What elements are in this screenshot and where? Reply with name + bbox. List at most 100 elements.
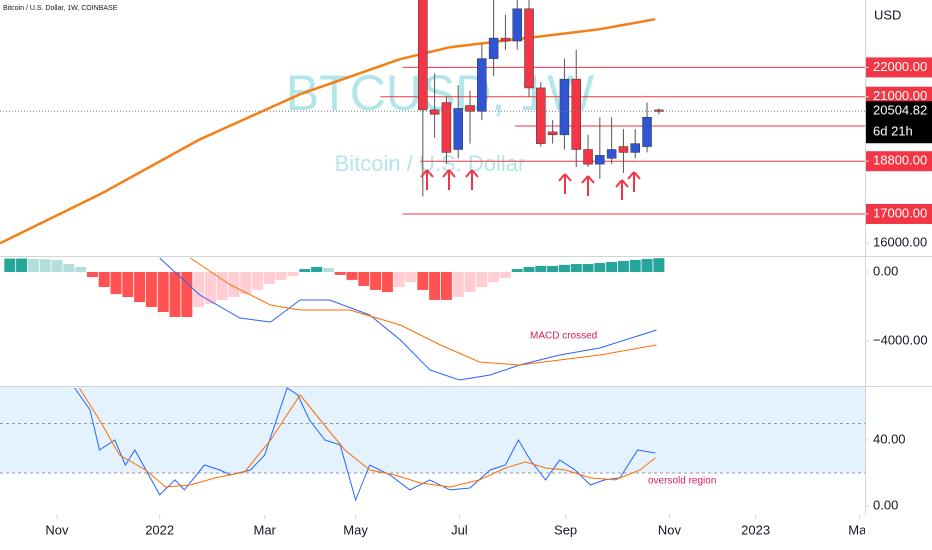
histogram-bar [299,269,311,272]
histogram-bar [275,271,287,280]
histogram-bar [582,264,594,272]
y-tick-label: 17000.00 [873,205,927,220]
level-label-bg [866,203,932,224]
x-tick-label: Sep [554,522,577,537]
y-tick-label: 0.00 [873,497,898,512]
x-tick-label: 2022 [145,522,174,537]
histogram-bar [181,271,193,318]
histogram-bar [4,258,16,272]
candle-body [465,105,475,112]
y-tick-label: −4000.00 [873,332,928,347]
histogram-bar [429,271,441,300]
arrow [615,179,629,200]
histogram-bar [523,266,535,272]
histogram-bar [405,271,417,282]
level-label-bg [866,151,932,172]
line-series [74,387,656,502]
y-tick-label: 16000.00 [873,235,927,250]
histogram-bar [417,271,429,290]
histogram-bar [488,271,500,282]
histogram-bar [452,271,464,298]
histogram-bar [228,271,240,298]
histogram-bar [51,259,63,272]
histogram-bar [287,271,299,276]
candle-body [453,108,463,150]
histogram-bar [110,271,122,295]
candle-body [547,131,558,136]
arrow [581,175,595,196]
histogram-bar [122,271,134,298]
annotation: MACD crossed [530,331,597,342]
macd-pane [4,257,665,381]
x-tick-label: Nov [658,522,682,537]
currency: USD [874,7,901,22]
histogram-bar [157,271,169,313]
histogram-bar [39,259,51,272]
histogram-bar [252,271,264,290]
x-tick-label: 2023 [741,522,770,537]
last-price-label: 20504.82 [873,103,927,118]
candle-body [618,146,629,153]
annotation: oversold region [648,476,716,487]
header: Bitcoin / U.S. Dollar, 1W, COINBASE [3,5,118,12]
countdown: 6d 21h [873,124,913,139]
arrow [465,169,479,190]
histogram-bar [16,258,28,272]
x-tick-label: May [343,522,368,537]
candle-body [418,0,428,111]
histogram-bar [393,271,405,287]
time-axis: Nov 2022 Mar May Jul Sep Nov 2023 Mar [45,515,865,537]
histogram-bar [617,260,629,272]
histogram-bar [134,271,146,303]
y-tick-label: 40.00 [873,431,906,446]
histogram-bar [381,271,393,293]
candle-body [500,37,511,42]
candle-body [477,58,487,112]
candle-body [630,143,640,153]
histogram-bar [653,258,665,272]
histogram-bar [440,271,452,300]
histogram-bar [464,271,476,293]
candle-body [512,8,522,42]
histogram-bar [216,271,228,300]
histogram-bar [98,271,110,287]
candle-body [642,116,652,147]
histogram-bar [476,271,488,287]
level-label-bg [866,57,932,78]
histogram-bar [629,259,641,272]
arrow [442,169,456,190]
histogram-bar [63,264,75,272]
line-series [159,257,657,381]
candle-body [559,78,570,136]
histogram-bar [75,266,87,272]
candle-body [441,102,452,153]
candle-body [524,8,534,89]
candle-body [583,149,593,165]
arrow [627,171,641,192]
histogram-bar [558,264,570,272]
histogram-bar [594,263,606,272]
histogram-bar [86,271,98,277]
candle-body [595,155,605,165]
x-tick-label: Nov [45,522,69,537]
histogram-bar [204,271,216,305]
histogram-bar [263,271,275,285]
histogram-bar [311,266,323,272]
last-price-bg [866,101,932,144]
arrow [420,169,434,190]
histogram-bar [145,271,157,308]
histogram-bar [499,271,511,279]
histogram-bar [346,271,358,280]
histogram-bar [547,265,559,272]
candle-body [536,87,546,144]
histogram-bar [570,264,582,272]
y-tick-label: 21000.00 [873,88,927,103]
watermark-subtitle: Bitcoin / U.S. Dollar [335,151,526,176]
watermark: BTCUSD, 1W [286,65,595,121]
histogram-bar [606,261,618,272]
y-tick-label: 0.00 [873,263,898,278]
histogram-bar [370,271,382,290]
candle-body [571,78,581,150]
